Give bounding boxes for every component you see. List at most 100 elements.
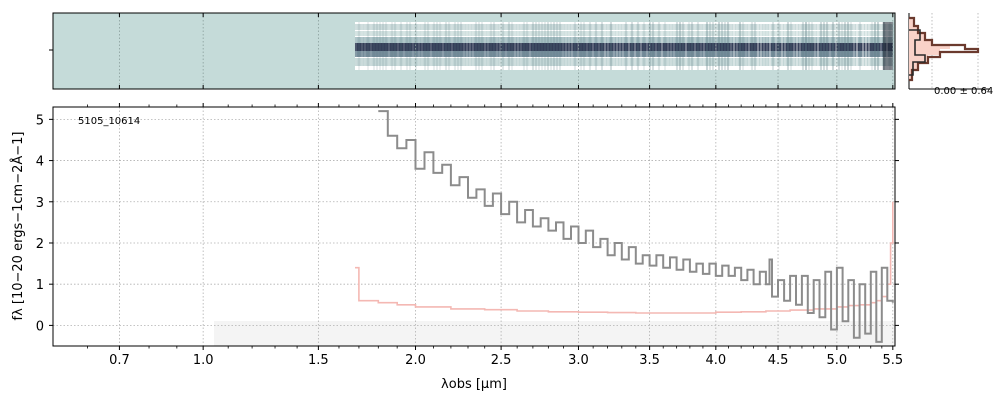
trace-noise — [591, 22, 594, 70]
trace-noise — [720, 22, 723, 70]
trace-noise — [429, 22, 432, 70]
trace-noise — [708, 22, 711, 70]
trace-noise — [669, 22, 672, 70]
trace-row — [354, 43, 893, 51]
x-tick-label: 4.5 — [768, 353, 789, 368]
trace-noise — [633, 22, 636, 70]
trace-noise — [543, 22, 546, 70]
trace-noise — [849, 22, 852, 70]
trace-noise — [654, 22, 657, 70]
trace-noise — [456, 22, 459, 70]
trace-noise — [378, 22, 381, 70]
x-tick-label: 4.0 — [705, 353, 726, 368]
trace-row — [354, 24, 893, 30]
trace-noise — [513, 22, 516, 70]
trace-noise — [450, 22, 453, 70]
trace-noise — [636, 22, 639, 70]
trace-noise — [564, 22, 567, 70]
y-tick-label: 0 — [36, 319, 44, 334]
trace-noise — [387, 22, 390, 70]
trace-noise — [615, 22, 618, 70]
trace-noise — [474, 22, 477, 70]
trace-noise — [405, 22, 408, 70]
trace-noise — [699, 22, 702, 70]
trace-noise — [408, 22, 411, 70]
trace-noise — [459, 22, 462, 70]
trace-noise — [462, 22, 465, 70]
trace-noise — [666, 22, 669, 70]
sidebar-histogram-label: 0.00 ± 0.64 — [934, 86, 993, 97]
spectrum-2d-grid — [119, 13, 894, 89]
trace-noise — [483, 22, 486, 70]
trace-noise — [531, 22, 534, 70]
trace-noise — [729, 22, 732, 70]
coverage-band — [214, 321, 895, 346]
object-id-label: 5105_10614 — [78, 116, 140, 127]
trace-noise — [567, 22, 570, 70]
trace-noise — [438, 22, 441, 70]
trace-noise — [435, 22, 438, 70]
trace-noise — [627, 22, 630, 70]
trace-noise — [834, 22, 837, 70]
trace-noise — [555, 22, 558, 70]
trace-noise — [417, 22, 420, 70]
trace-noise — [570, 22, 573, 70]
trace-noise — [414, 22, 417, 70]
trace-noise — [540, 22, 543, 70]
trace-noise — [771, 22, 774, 70]
trace-row — [354, 58, 893, 66]
trace-noise — [726, 22, 729, 70]
trace-noise — [360, 22, 363, 70]
trace-noise — [618, 22, 621, 70]
spectrum-2d-panel — [52, 12, 896, 90]
trace-noise — [651, 22, 654, 70]
x-tick-label: 2.0 — [405, 353, 426, 368]
trace-noise — [795, 22, 798, 70]
y-tick-label: 4 — [36, 155, 44, 170]
trace-noise — [801, 22, 804, 70]
trace-noise — [519, 22, 522, 70]
trace-noise — [852, 22, 855, 70]
trace-noise — [732, 22, 735, 70]
trace-noise — [477, 22, 480, 70]
y-axis-ticks: 0 1 2 3 4 5 — [36, 49, 899, 334]
trace-noise — [597, 22, 600, 70]
plot-grid — [53, 107, 895, 346]
x-tick-label: 3.0 — [568, 353, 589, 368]
trace-noise — [867, 22, 870, 70]
trace-noise — [606, 22, 609, 70]
trace-noise — [486, 22, 489, 70]
trace-noise — [558, 22, 561, 70]
trace-noise — [381, 22, 384, 70]
trace-noise — [609, 22, 612, 70]
trace-noise — [624, 22, 627, 70]
trace-noise — [534, 22, 537, 70]
trace-noise — [831, 22, 834, 70]
trace-noise — [753, 22, 756, 70]
x-tick-label: 5.0 — [827, 353, 848, 368]
x-tick-label: 1.5 — [308, 353, 329, 368]
trace-noise — [420, 22, 423, 70]
trace-noise — [870, 22, 873, 70]
x-tick-label: 0.7 — [109, 353, 130, 368]
trace-noise — [705, 22, 708, 70]
trace-noise — [372, 22, 375, 70]
trace-noise — [423, 22, 426, 70]
trace-noise — [504, 22, 507, 70]
trace-noise — [774, 22, 777, 70]
trace-noise — [825, 22, 828, 70]
trace-noise — [579, 22, 582, 70]
trace-noise — [783, 22, 786, 70]
trace-noise — [453, 22, 456, 70]
trace-noise — [498, 22, 501, 70]
plot-background — [53, 107, 895, 346]
trace-noise — [594, 22, 597, 70]
plot-frame — [52, 106, 896, 347]
trace-noise — [786, 22, 789, 70]
trace-noise — [828, 22, 831, 70]
trace-noise — [690, 22, 693, 70]
x-tick-label: 3.5 — [639, 353, 660, 368]
trace-row — [354, 37, 893, 43]
trace-noise — [711, 22, 714, 70]
trace-noise — [576, 22, 579, 70]
